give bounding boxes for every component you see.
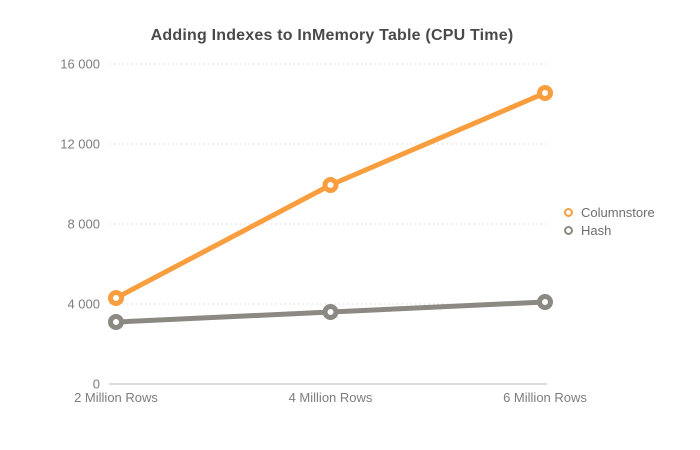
legend-label-columnstore: Columnstore [581, 205, 655, 220]
hash-ring-icon [564, 226, 573, 235]
x-tick-label: 6 Million Rows [503, 390, 587, 405]
y-tick-label: 12 000 [60, 137, 100, 152]
series-line-columnstore [113, 90, 548, 301]
data-point-hash-2 [537, 294, 553, 310]
data-point-columnstore-0 [108, 290, 124, 306]
y-tick-label: 16 000 [60, 57, 100, 72]
data-point-hash-0 [108, 314, 124, 330]
x-tick-label: 2 Million Rows [74, 390, 158, 405]
x-tick-label: 4 Million Rows [289, 390, 373, 405]
legend: Columnstore Hash [564, 205, 655, 238]
data-point-hash-1 [322, 304, 339, 320]
legend-item-hash: Hash [564, 223, 655, 238]
legend-label-hash: Hash [581, 223, 612, 238]
legend-item-columnstore: Columnstore [564, 205, 655, 220]
y-tick-label: 8 000 [67, 217, 100, 232]
y-tick-label: 0 [93, 377, 100, 392]
chart-title: Adding Indexes to InMemory Table (CPU Ti… [150, 27, 514, 44]
data-point-columnstore-1 [322, 177, 339, 193]
data-point-columnstore-2 [537, 85, 553, 101]
columnstore-ring-icon [564, 208, 573, 217]
y-tick-label: 4 000 [67, 297, 100, 312]
